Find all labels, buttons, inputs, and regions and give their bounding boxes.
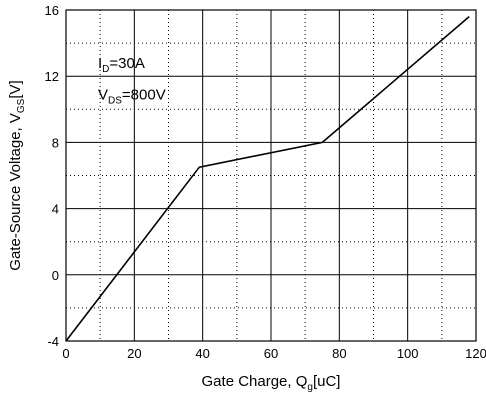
x-tick-label: 80 [332, 346, 346, 361]
y-tick-label: 8 [52, 135, 59, 150]
x-tick-label: 0 [62, 346, 69, 361]
series-group [65, 15, 470, 342]
x-tick-label: 40 [195, 346, 209, 361]
x-tick-label: 20 [127, 346, 141, 361]
annotation-id: ID=30A [98, 55, 145, 75]
plot-frame [65, 9, 477, 342]
x-tick-labels: 0 20 40 60 80 100 120 [62, 346, 486, 361]
y-tick-label: -4 [47, 334, 59, 349]
y-axis-title: Gate-Source Voltage, VGS[V] [7, 80, 27, 270]
x-tick-label: 100 [397, 346, 419, 361]
annotation-vds: VDS=800V [98, 86, 166, 106]
y-tick-label: 0 [52, 268, 59, 283]
x-tick-label: 120 [465, 346, 486, 361]
x-axis-title: Gate Charge, Qg[uC] [202, 373, 341, 393]
x-tick-label: 60 [264, 346, 278, 361]
gate-charge-curve [65, 15, 470, 342]
y-tick-labels: -4 0 4 8 12 16 [45, 3, 59, 349]
y-tick-label: 16 [45, 3, 59, 18]
y-tick-label: 12 [45, 69, 59, 84]
y-tick-label: 4 [52, 202, 59, 217]
